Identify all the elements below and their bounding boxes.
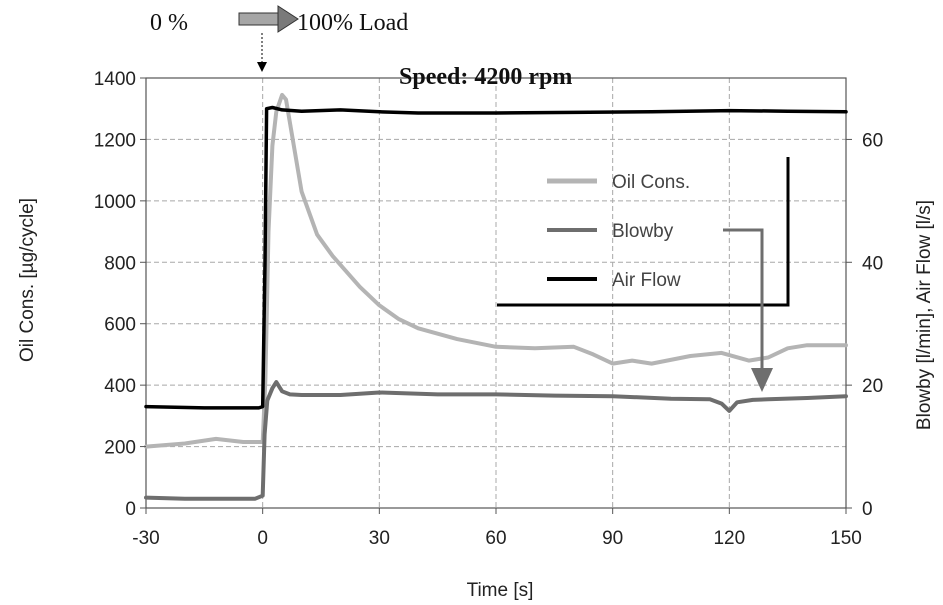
x-tick-label: 0 — [257, 528, 268, 549]
y-left-tick-label: 400 — [104, 376, 136, 397]
x-tick-label: 60 — [485, 528, 506, 549]
legend: Oil Cons. Blowby Air Flow — [497, 157, 790, 392]
tick-labels: -30 0 30 60 90 120 150020040060080010001200140… — [94, 69, 883, 549]
legend-label-blowby: Blowby — [612, 221, 674, 242]
legend-bracket-line — [497, 157, 790, 307]
legend-label-air-flow: Air Flow — [612, 270, 681, 291]
y-left-tick-label: 1400 — [94, 69, 136, 90]
y-right-tick-label: 60 — [862, 130, 883, 151]
x-tick-label: 150 — [830, 528, 862, 549]
y-left-tick-label: 1200 — [94, 130, 136, 151]
legend-label-oil-cons: Oil Cons. — [612, 172, 690, 193]
x-tick-label: 120 — [713, 528, 745, 549]
load-step-marker-arrowhead — [257, 62, 267, 72]
y-left-tick-label: 1000 — [94, 192, 136, 213]
y-left-tick-label: 600 — [104, 315, 136, 336]
y-axis-left-title: Oil Cons. [µg/cycle] — [17, 198, 38, 362]
load-end-label: 100% Load — [297, 10, 408, 36]
y-right-tick-label: 40 — [862, 253, 883, 274]
load-arrow-icon — [238, 5, 299, 33]
series-line-air-flow — [144, 105, 848, 410]
x-tick-label: -30 — [132, 528, 159, 549]
speed-label: Speed: 4200 rpm — [399, 64, 572, 90]
y-left-tick-label: 800 — [104, 253, 136, 274]
y-axis-right-title: Blowby [l/min], Air Flow [l/s] — [914, 200, 935, 430]
load-start-label: 0 % — [150, 10, 188, 36]
blowby-arrow-line — [723, 228, 764, 370]
x-tick-label: 30 — [369, 528, 390, 549]
y-left-tick-label: 200 — [104, 438, 136, 459]
y-left-tick-label: 0 — [125, 499, 136, 520]
y-right-tick-label: 0 — [862, 499, 873, 520]
x-axis-title: Time [s] — [467, 580, 534, 601]
series-line-blowby — [144, 380, 848, 501]
y-right-tick-label: 20 — [862, 376, 883, 397]
x-tick-label: 90 — [602, 528, 623, 549]
series-line-oil-cons — [144, 92, 848, 449]
series-layer — [144, 92, 848, 501]
blowby-arrow-head — [751, 368, 773, 392]
